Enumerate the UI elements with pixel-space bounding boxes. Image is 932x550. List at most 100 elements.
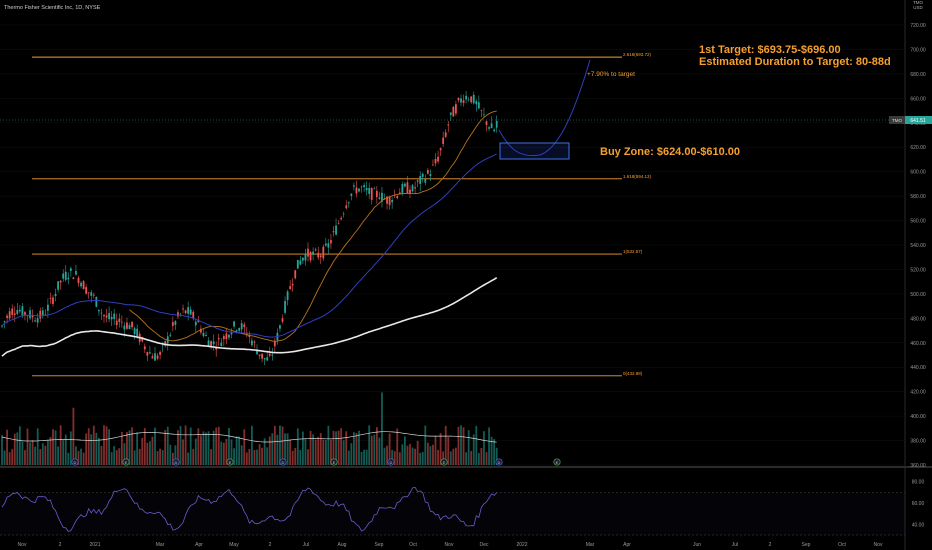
volume-bar [136, 432, 139, 465]
volume-bar [416, 440, 419, 465]
volume-bar [202, 431, 205, 465]
rsi-tick-label: 80.00 [912, 480, 925, 486]
rsi-pane[interactable]: 80.00 60.00 40.00 [0, 480, 925, 536]
volume-bar [358, 430, 360, 465]
candle-body [100, 312, 103, 314]
candle-body [194, 321, 197, 326]
volume-bar [488, 427, 490, 465]
time-axis: Nov 2 2021 Mar Apr May 2 Jul Aug Sep Oct Nov Dec 2022… [18, 542, 883, 548]
volume-bar [108, 429, 110, 465]
volume-bar [69, 431, 72, 465]
volume-bar [485, 452, 488, 465]
event-marker-icon [495, 458, 503, 466]
volume-bars [1, 392, 498, 465]
volume-bar [475, 425, 478, 465]
candle-body [401, 184, 404, 193]
volume-bar [141, 437, 144, 465]
fib-level-label: 1.618(594.13) [623, 174, 652, 179]
volume-bar [171, 452, 174, 465]
volume-bar [210, 449, 212, 465]
volume-bar [13, 433, 16, 465]
candle-body [296, 259, 299, 269]
volume-bar [414, 448, 416, 465]
y-tick-label: 680.00 [910, 72, 926, 78]
volume-bar [47, 439, 49, 465]
candle-body [6, 315, 8, 318]
candle-body [360, 186, 363, 188]
y-tick-label: 540.00 [910, 243, 926, 249]
volume-bar [350, 443, 353, 465]
candle-body [477, 102, 480, 109]
candle-body [36, 318, 39, 323]
candle-body [404, 183, 406, 187]
candle-body [460, 98, 462, 103]
candle-body [411, 185, 414, 192]
moving-averages [1, 110, 498, 357]
candle-body [302, 257, 304, 261]
volume-bar [245, 452, 248, 465]
volume-bar [373, 434, 376, 465]
volume-bar [49, 436, 52, 465]
volume-bar [342, 440, 345, 465]
volume-bar [314, 439, 317, 465]
candle-body [455, 104, 457, 114]
volume-bar [197, 428, 200, 465]
y-tick-label: 580.00 [910, 194, 926, 200]
symbol-title: Thermo Fisher Scientific Inc, 1D, NYSE [4, 5, 101, 11]
volume-bar [3, 450, 6, 465]
volume-bar [337, 430, 340, 465]
buy-zone-box[interactable] [499, 142, 570, 160]
volume-bar [273, 425, 276, 465]
candle-body [381, 192, 383, 202]
volume-bar [429, 446, 432, 465]
candle-body [488, 127, 490, 129]
candle-body [215, 347, 218, 350]
volume-bar [317, 436, 320, 465]
y-tick-label: 720.00 [910, 23, 926, 29]
fib-retracement[interactable]: 2.618(693.72) 1.618(594.13) 1(532.57) 0(432… [32, 52, 652, 377]
volume-bar [426, 442, 429, 465]
volume-bar [80, 448, 82, 465]
volume-bar [251, 425, 253, 465]
event-marker-label: E [556, 460, 559, 465]
volume-bar [286, 433, 289, 465]
volume-bar [133, 450, 136, 465]
candle-body [146, 352, 149, 356]
candle-body [426, 170, 429, 174]
projection-curve[interactable] [498, 59, 591, 157]
candle-body [120, 321, 123, 323]
x-tick-label: 2 [59, 542, 62, 548]
volume-bar [24, 450, 26, 465]
volume-bar [85, 433, 88, 465]
event-marker-label: E [443, 460, 446, 465]
event-marker-label: D [282, 460, 285, 465]
volume-bar [368, 425, 371, 465]
x-tick-label: Dec [480, 542, 489, 548]
volume-bar [276, 434, 279, 465]
volume-bar [103, 425, 105, 465]
volume-bar [281, 426, 284, 465]
candle-body [238, 328, 241, 331]
target-annotation-line1: 1st Target: $693.75-$696.00 [699, 44, 841, 56]
candle-body [164, 341, 167, 346]
volume-bar [128, 430, 131, 465]
volume-bar [113, 446, 116, 465]
volume-bar [179, 426, 182, 465]
volume-bar [146, 442, 149, 465]
volume-bar [98, 437, 100, 465]
candle-body [437, 156, 439, 162]
volume-bar [82, 452, 85, 465]
volume-bar [189, 427, 192, 465]
volume-bar [470, 450, 473, 465]
volume-bar [220, 441, 223, 465]
volume-bar [442, 451, 445, 465]
candle-body [21, 306, 24, 317]
volume-bar [215, 427, 218, 465]
candle-body [59, 280, 62, 283]
candle-body [350, 193, 353, 196]
candle-body [192, 311, 195, 319]
candle-body [187, 307, 190, 314]
candle-body [39, 310, 42, 319]
candle-body [317, 252, 320, 258]
